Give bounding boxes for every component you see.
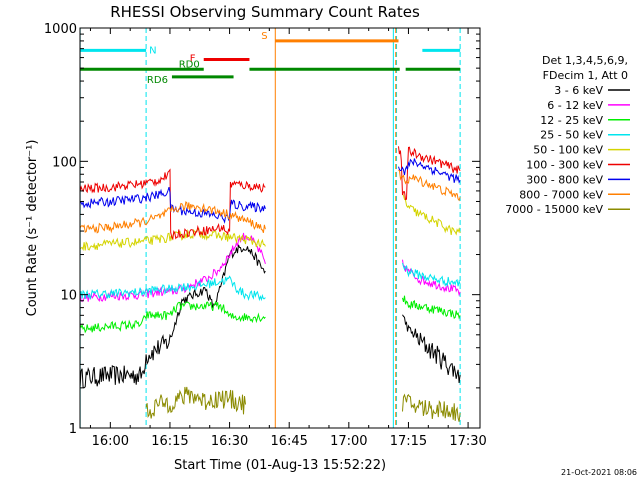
x-tick-label-17:30: 17:30 xyxy=(449,434,486,449)
legend-title-line-2: FDecim 1, Att 0 xyxy=(543,69,628,82)
series-6-12-kev-line-0 xyxy=(79,232,266,303)
x-tick-label-16:00: 16:00 xyxy=(92,434,129,449)
series-100-300-kev-line-0 xyxy=(79,168,266,241)
series-800-7000-kev-line-0 xyxy=(79,201,266,234)
legend-label-series-300-800-kev: 300 - 800 keV xyxy=(526,173,603,186)
series-800-7000-kev-line-1 xyxy=(398,169,461,202)
legend: Det 1,3,4,5,6,9, FDecim 1, Att 0 3 - 6 k… xyxy=(505,54,630,216)
x-tick-label-17:15: 17:15 xyxy=(390,434,427,449)
legend-title-line-1: Det 1,3,4,5,6,9, xyxy=(542,54,628,67)
chart-title: RHESSI Observing Summary Count Rates xyxy=(110,3,420,21)
timestamp-label: 21-Oct-2021 08:06 xyxy=(561,468,637,477)
x-tick-label-17:00: 17:00 xyxy=(330,434,367,449)
legend-label-series-25-50-kev: 25 - 50 keV xyxy=(540,129,603,142)
flag-label-rd0: RD0 xyxy=(179,59,200,70)
flag-label-s: S xyxy=(261,31,267,42)
y-tick-label-10: 10 xyxy=(60,289,77,304)
y-tick-label-1: 1 xyxy=(69,422,77,437)
legend-label-series-100-300-kev: 100 - 300 keV xyxy=(526,159,603,172)
legend-label-series-50-100-kev: 50 - 100 keV xyxy=(533,144,603,157)
series-300-800-kev-line-1 xyxy=(398,158,461,184)
plot-frame xyxy=(79,27,481,429)
x-tick-label-16:45: 16:45 xyxy=(270,434,307,449)
series-12-25-kev-line-0 xyxy=(79,300,266,334)
series-12-25-kev-line-1 xyxy=(402,295,461,320)
series-25-50-kev-line-1 xyxy=(402,262,461,288)
legend-label-series-7000-15000-kev: 7000 - 15000 keV xyxy=(505,203,603,216)
y-tick-label-100: 100 xyxy=(52,155,77,170)
legend-label-series-6-12-kev: 6 - 12 keV xyxy=(547,99,603,112)
flag-label-rd6: RD6 xyxy=(147,75,168,86)
series-100-300-kev-line-1 xyxy=(398,146,461,200)
flag-label-n: N xyxy=(149,45,156,56)
flag-label-f: F xyxy=(190,54,196,65)
legend-label-series-800-7000-kev: 800 - 7000 keV xyxy=(519,188,603,201)
series-7000-15000-kev-line-1 xyxy=(402,393,461,422)
x-tick-label-16:15: 16:15 xyxy=(151,434,188,449)
y-axis-label: Count Rate (s⁻¹ detector⁻¹) xyxy=(25,140,40,317)
series-3-6-kev-line-1 xyxy=(402,314,461,384)
series-3-6-kev-line-0 xyxy=(79,244,266,389)
x-axis-label: Start Time (01-Aug-13 15:52:22) xyxy=(174,458,386,473)
y-axis: 1 10 100 1000 xyxy=(44,22,480,437)
series-300-800-kev-line-0 xyxy=(79,186,266,224)
series-25-50-kev-line-0 xyxy=(79,275,266,302)
series-50-100-kev-line-1 xyxy=(402,193,461,236)
legend-label-series-3-6-kev: 3 - 6 keV xyxy=(554,84,603,97)
x-axis: 16:00 16:15 16:30 16:45 17:00 17:15 17:30 xyxy=(89,28,487,449)
x-tick-label-16:30: 16:30 xyxy=(211,434,248,449)
series-7000-15000-kev-line-0 xyxy=(145,386,246,419)
y-tick-label-1000: 1000 xyxy=(44,22,77,37)
legend-label-series-12-25-kev: 12 - 25 keV xyxy=(540,114,603,127)
